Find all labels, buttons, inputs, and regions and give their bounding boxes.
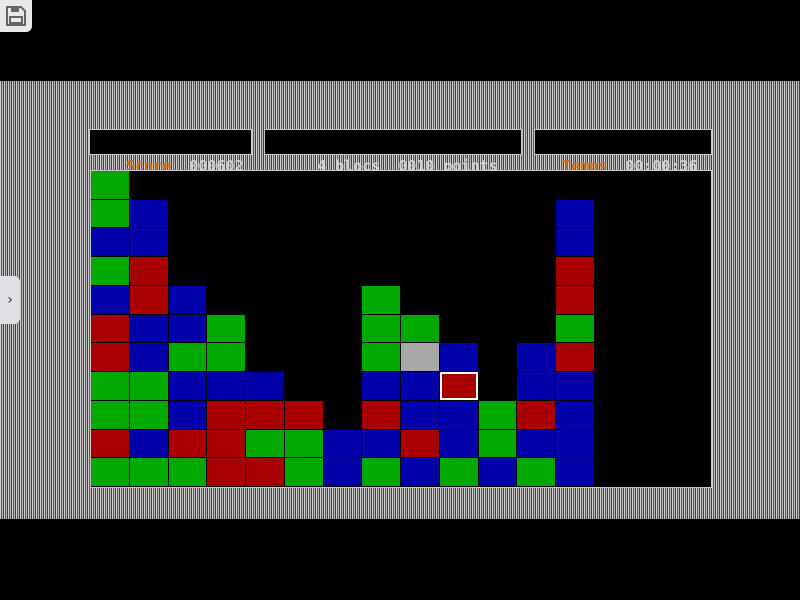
- block-blue[interactable]: [556, 429, 594, 458]
- block-green[interactable]: [168, 458, 207, 486]
- block-blue[interactable]: [478, 458, 517, 486]
- block-red[interactable]: [91, 343, 129, 372]
- block-red[interactable]: [556, 285, 594, 314]
- score-panel: Score 000602: [89, 129, 252, 175]
- block-red[interactable]: [246, 400, 284, 429]
- block-red[interactable]: [207, 400, 245, 429]
- block-blue[interactable]: [556, 400, 594, 429]
- block-green[interactable]: [91, 257, 129, 285]
- save-button[interactable]: [0, 0, 32, 32]
- block-red[interactable]: [284, 400, 323, 429]
- block-green[interactable]: [246, 429, 284, 458]
- block-blue[interactable]: [556, 228, 594, 257]
- block-blue[interactable]: [362, 429, 400, 458]
- block-green[interactable]: [284, 429, 323, 458]
- block-red[interactable]: [207, 458, 245, 486]
- block-red[interactable]: [91, 429, 129, 458]
- block-blue[interactable]: [401, 400, 439, 429]
- block-blue[interactable]: [168, 372, 207, 400]
- block-blue[interactable]: [168, 285, 207, 314]
- block-red[interactable]: [556, 343, 594, 372]
- block-green[interactable]: [129, 458, 168, 486]
- block-green[interactable]: [362, 343, 400, 372]
- block-gray[interactable]: [401, 343, 439, 372]
- block-red[interactable]: [362, 400, 400, 429]
- block-blue[interactable]: [91, 285, 129, 314]
- block-green[interactable]: [478, 400, 517, 429]
- block-blue[interactable]: [517, 429, 555, 458]
- block-blue[interactable]: [439, 343, 478, 372]
- block-blue[interactable]: [323, 429, 362, 458]
- side-panel-toggle[interactable]: ›: [0, 276, 20, 324]
- block-green[interactable]: [91, 458, 129, 486]
- block-blue[interactable]: [439, 400, 478, 429]
- block-red[interactable]: [246, 458, 284, 486]
- block-blue[interactable]: [517, 343, 555, 372]
- block-green[interactable]: [401, 314, 439, 343]
- block-red[interactable]: [129, 285, 168, 314]
- block-blue[interactable]: [401, 372, 439, 400]
- block-blue[interactable]: [246, 372, 284, 400]
- block-green[interactable]: [284, 458, 323, 486]
- block-blue[interactable]: [168, 400, 207, 429]
- selection-panel: 4 blocs 0010 points: [264, 129, 522, 175]
- floppy-disk-icon: [6, 6, 26, 26]
- block-green[interactable]: [517, 458, 555, 486]
- block-blue[interactable]: [129, 199, 168, 228]
- block-green[interactable]: [207, 314, 245, 343]
- block-green[interactable]: [556, 314, 594, 343]
- block-red[interactable]: [129, 257, 168, 285]
- block-blue[interactable]: [517, 372, 555, 400]
- block-blue[interactable]: [323, 458, 362, 486]
- block-red[interactable]: [556, 257, 594, 285]
- block-blue[interactable]: [207, 372, 245, 400]
- block-green[interactable]: [91, 400, 129, 429]
- block-green[interactable]: [207, 343, 245, 372]
- block-green[interactable]: [362, 314, 400, 343]
- block-blue[interactable]: [556, 199, 594, 228]
- chevron-right-icon: ›: [5, 292, 15, 308]
- block-blue[interactable]: [91, 228, 129, 257]
- block-red[interactable]: [91, 314, 129, 343]
- block-blue[interactable]: [129, 228, 168, 257]
- block-blue[interactable]: [168, 314, 207, 343]
- block-red[interactable]: [207, 429, 245, 458]
- block-blue[interactable]: [129, 429, 168, 458]
- game-board[interactable]: [90, 170, 712, 488]
- block-blue[interactable]: [401, 458, 439, 486]
- block-blue[interactable]: [129, 343, 168, 372]
- block-green[interactable]: [129, 372, 168, 400]
- block-blue[interactable]: [556, 372, 594, 400]
- block-green[interactable]: [478, 429, 517, 458]
- block-green[interactable]: [91, 199, 129, 228]
- block-green[interactable]: [168, 343, 207, 372]
- block-red[interactable]: [168, 429, 207, 458]
- block-green[interactable]: [362, 458, 400, 486]
- block-blue[interactable]: [362, 372, 400, 400]
- block-green[interactable]: [439, 458, 478, 486]
- block-red[interactable]: [517, 400, 555, 429]
- time-panel: Temps 00:00:36: [534, 129, 712, 175]
- block-red[interactable]: [401, 429, 439, 458]
- block-blue[interactable]: [439, 429, 478, 458]
- block-green[interactable]: [91, 372, 129, 400]
- block-green[interactable]: [91, 171, 129, 199]
- block-green[interactable]: [129, 400, 168, 429]
- block-blue[interactable]: [129, 314, 168, 343]
- block-red[interactable]: [439, 372, 478, 400]
- block-blue[interactable]: [556, 458, 594, 486]
- block-green[interactable]: [362, 285, 400, 314]
